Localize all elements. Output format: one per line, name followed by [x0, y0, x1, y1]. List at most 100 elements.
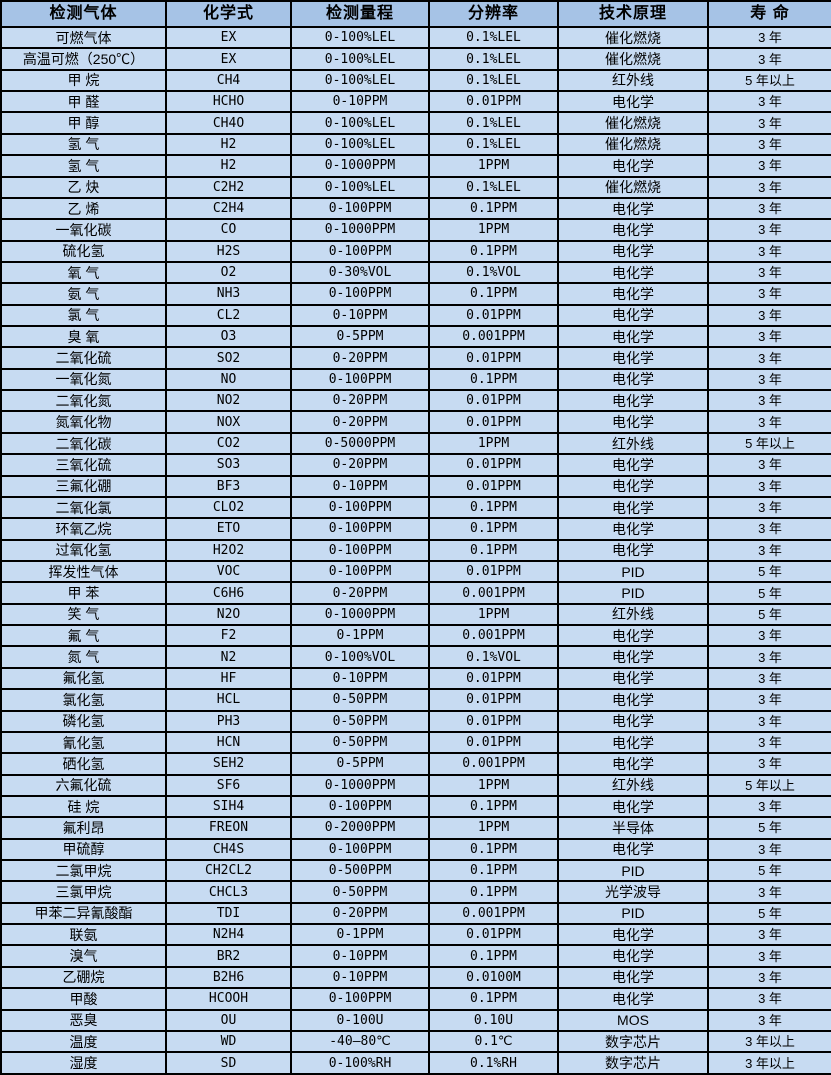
cell-gas-name: 二氧化氮: [0, 389, 167, 413]
cell-range: 0-10PPM: [290, 965, 430, 990]
cell-range: 0-100PPM: [290, 837, 430, 862]
cell-principle: 电化学: [557, 666, 709, 691]
cell-formula: C2H2: [165, 175, 292, 199]
table-row: 氟化氢 HF 0-10PPM 0.01PPM 电化学 3 年: [0, 666, 831, 691]
cell-range: 0-20PPM: [290, 453, 430, 477]
table-row: 乙 烯 C2H4 0-100PPM 0.1PPM 电化学 3 年: [0, 196, 831, 221]
cell-lifespan: 3 年: [707, 175, 831, 199]
cell-range: 0-20PPM: [290, 346, 430, 370]
cell-formula: CL2: [165, 303, 292, 328]
cell-formula: NO: [165, 367, 292, 392]
cell-principle: PID: [557, 581, 709, 605]
cell-range: 0-100PPM: [290, 559, 430, 584]
cell-range: 0-100PPM: [290, 517, 430, 541]
cell-resolution: 0.1%VOL: [428, 645, 559, 669]
cell-formula: CO2: [165, 431, 292, 456]
table-row: 二氧化氮 NO2 0-20PPM 0.01PPM 电化学 3 年: [0, 389, 831, 413]
cell-formula: BF3: [165, 474, 292, 498]
cell-formula: TDI: [165, 901, 292, 926]
table-row: 三氟化硼 BF3 0-10PPM 0.01PPM 电化学 3 年: [0, 474, 831, 498]
cell-gas-name: 氢 气: [0, 154, 167, 178]
cell-resolution: 0.1PPM: [428, 538, 559, 563]
cell-resolution: 0.1PPM: [428, 196, 559, 221]
column-header-lifespan: 寿 命: [707, 0, 831, 28]
cell-formula: OU: [165, 1008, 292, 1032]
cell-lifespan: 3 年: [707, 837, 831, 862]
cell-resolution: 0.1PPM: [428, 944, 559, 968]
table-row: 甲 烷 CH4 0-100%LEL 0.1%LEL 红外线 5 年以上: [0, 68, 831, 93]
cell-formula: CH2CL2: [165, 858, 292, 883]
cell-resolution: 0.1PPM: [428, 880, 559, 904]
cell-formula: HCL: [165, 688, 292, 712]
cell-principle: 光学波导: [557, 880, 709, 904]
cell-resolution: 0.1PPM: [428, 987, 559, 1011]
cell-gas-name: 甲苯二异氰酸酯: [0, 901, 167, 926]
cell-gas-name: 二氯甲烷: [0, 858, 167, 883]
cell-resolution: 0.01PPM: [428, 389, 559, 413]
cell-principle: 数字芯片: [557, 1029, 709, 1054]
cell-resolution: 0.01PPM: [428, 923, 559, 947]
cell-range: 0-1000PPM: [290, 602, 430, 627]
cell-principle: MOS: [557, 1008, 709, 1032]
cell-resolution: 0.01PPM: [428, 559, 559, 584]
cell-range: 0-10PPM: [290, 90, 430, 114]
table-row: 甲 醇 CH4O 0-100%LEL 0.1%LEL 催化燃烧 3 年: [0, 111, 831, 135]
cell-principle: 催化燃烧: [557, 132, 709, 157]
cell-gas-name: 三氧化硫: [0, 453, 167, 477]
cell-lifespan: 5 年以上: [707, 431, 831, 456]
cell-gas-name: 挥发性气体: [0, 559, 167, 584]
cell-range: 0-100PPM: [290, 794, 430, 819]
cell-formula: ETO: [165, 517, 292, 541]
cell-gas-name: 二氧化氯: [0, 495, 167, 520]
cell-principle: 电化学: [557, 944, 709, 968]
cell-gas-name: 高温可燃（250℃）: [0, 47, 167, 71]
cell-range: 0-20PPM: [290, 389, 430, 413]
table-row: 氯 气 CL2 0-10PPM 0.01PPM 电化学 3 年: [0, 303, 831, 328]
cell-principle: 电化学: [557, 453, 709, 477]
cell-lifespan: 3 年以上: [707, 1051, 831, 1075]
cell-principle: 电化学: [557, 346, 709, 370]
cell-principle: 催化燃烧: [557, 25, 709, 50]
cell-lifespan: 3 年: [707, 794, 831, 819]
cell-gas-name: 氢 气: [0, 132, 167, 157]
cell-resolution: 1PPM: [428, 773, 559, 797]
table-row: 三氧化硫 SO3 0-20PPM 0.01PPM 电化学 3 年: [0, 453, 831, 477]
cell-formula: C6H6: [165, 581, 292, 605]
cell-lifespan: 5 年: [707, 581, 831, 605]
cell-resolution: 0.1%LEL: [428, 47, 559, 71]
table-row: 二氧化氯 CLO2 0-100PPM 0.1PPM 电化学 3 年: [0, 495, 831, 520]
cell-range: 0-100PPM: [290, 239, 430, 263]
table-row: 挥发性气体 VOC 0-100PPM 0.01PPM PID 5 年: [0, 559, 831, 584]
table-row: 氧 气 O2 0-30%VOL 0.1%VOL 电化学 3 年: [0, 260, 831, 285]
cell-resolution: 0.01PPM: [428, 709, 559, 733]
cell-lifespan: 3 年: [707, 517, 831, 541]
cell-range: 0-10PPM: [290, 474, 430, 498]
cell-principle: 电化学: [557, 495, 709, 520]
cell-range: 0-100U: [290, 1008, 430, 1032]
cell-formula: CHCL3: [165, 880, 292, 904]
cell-range: 0-100PPM: [290, 495, 430, 520]
cell-gas-name: 甲 苯: [0, 581, 167, 605]
cell-formula: F2: [165, 624, 292, 648]
cell-resolution: 1PPM: [428, 602, 559, 627]
cell-resolution: 0.1%LEL: [428, 111, 559, 135]
cell-principle: 电化学: [557, 303, 709, 328]
table-row: 氰化氢 HCN 0-50PPM 0.01PPM 电化学 3 年: [0, 730, 831, 755]
table-row: 甲 苯 C6H6 0-20PPM 0.001PPM PID 5 年: [0, 581, 831, 605]
cell-resolution: 0.001PPM: [428, 901, 559, 926]
cell-formula: HF: [165, 666, 292, 691]
cell-lifespan: 3 年: [707, 154, 831, 178]
cell-gas-name: 氟 气: [0, 624, 167, 648]
cell-gas-name: 笑 气: [0, 602, 167, 627]
cell-lifespan: 3 年: [707, 944, 831, 968]
cell-range: 0-1000PPM: [290, 218, 430, 242]
cell-range: 0-1000PPM: [290, 773, 430, 797]
cell-principle: 电化学: [557, 645, 709, 669]
cell-range: 0-30%VOL: [290, 260, 430, 285]
cell-principle: PID: [557, 858, 709, 883]
cell-principle: 电化学: [557, 752, 709, 776]
cell-formula: PH3: [165, 709, 292, 733]
cell-lifespan: 3 年: [707, 688, 831, 712]
cell-principle: 电化学: [557, 688, 709, 712]
